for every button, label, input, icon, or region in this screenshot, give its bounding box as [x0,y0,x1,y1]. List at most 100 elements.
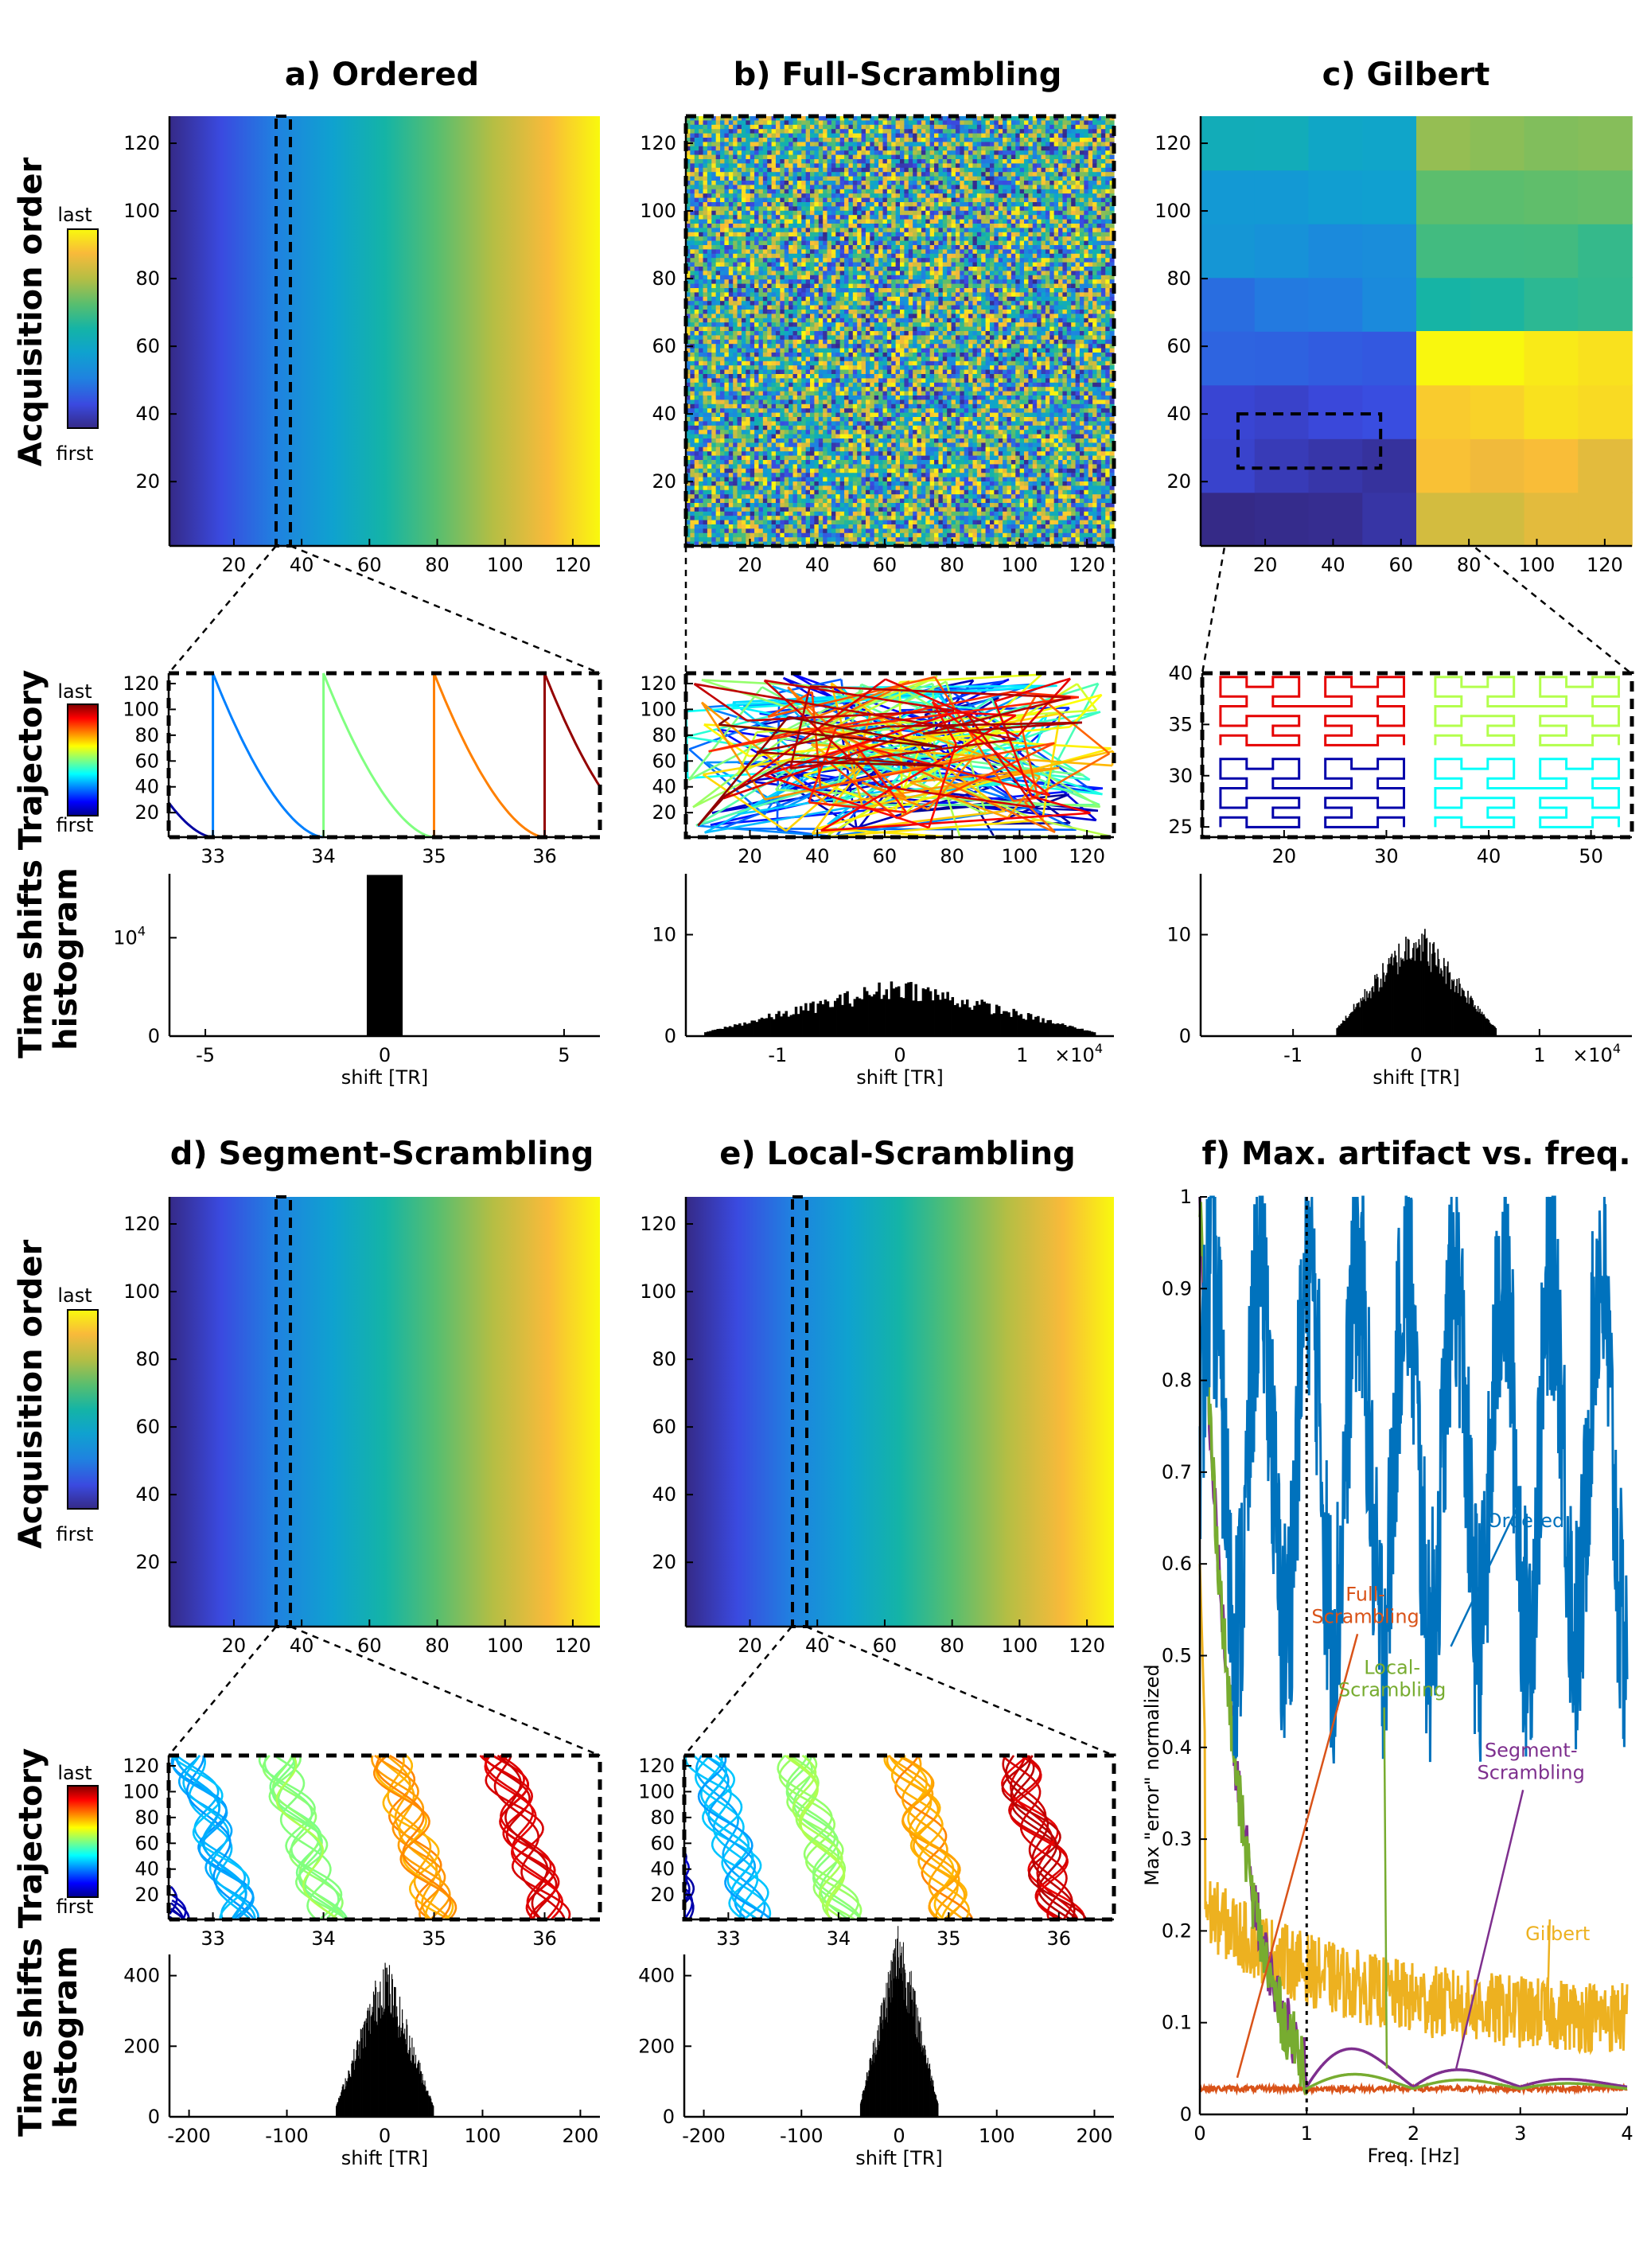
row-label-hist2-top: histogram [48,867,84,1050]
heatmap-cell [908,138,913,142]
heatmap-cell [848,228,854,233]
heatmap-cell [767,150,773,156]
heatmap-cell [981,181,987,185]
heatmap-cell [715,172,721,177]
heatmap-cell [801,202,807,207]
heatmap-cell [720,120,726,126]
heatmap-cell [1092,176,1098,181]
heatmap-cell [913,172,918,177]
heatmap-cell [1019,146,1025,151]
heatmap-cell [1037,292,1042,298]
heatmap-cell [989,275,995,280]
heatmap-cell [874,318,879,323]
heatmap-cell [1058,322,1064,328]
heatmap-cell [1100,146,1106,151]
heatmap-cell [1075,124,1081,130]
heatmap-cell [861,116,866,121]
heatmap-cell [724,142,730,147]
heatmap-cell [831,129,836,134]
heatmap-cell [762,189,768,194]
heatmap-cell [900,129,905,134]
heatmap-cell [835,189,841,194]
heatmap-cell [955,267,960,271]
heatmap-cell [823,232,828,237]
heatmap-cell [720,202,726,207]
heatmap-cell [857,232,862,237]
heatmap-cell [882,172,888,177]
heatmap-cell [1096,224,1102,228]
heatmap-cell [878,206,884,212]
heatmap-cell [994,185,999,190]
heatmap-cell [972,210,978,216]
heatmap-cell [767,301,773,306]
heatmap-cell [707,206,712,212]
heatmap-cell [746,305,751,310]
heatmap-cell [724,146,730,151]
heatmap-cell [904,146,909,151]
heatmap-cell [1066,288,1072,293]
heatmap-cell [844,271,850,276]
heatmap-cell [720,189,726,194]
heatmap-cell [746,181,751,185]
heatmap-cell [947,185,952,190]
heatmap-cell [715,181,721,185]
heatmap-cell [900,301,905,306]
heatmap-cell [1041,296,1046,302]
heatmap-cell [784,296,789,302]
heatmap-cell [805,215,811,220]
heatmap-cell [1041,271,1046,276]
heatmap-cell [1088,193,1093,199]
heatmap-cell [942,314,948,319]
heatmap-cell [1075,292,1081,298]
title-a: a) Ordered [285,57,479,93]
heatmap-cell [989,197,995,203]
heatmap-cell [835,116,841,121]
heatmap-cell [878,146,884,151]
heatmap-cell [951,172,956,177]
heatmap-cell [750,245,755,250]
heatmap-cell [917,271,922,276]
heatmap-cell [707,288,712,293]
heatmap-cell [1109,189,1115,194]
heatmap-cell [976,138,982,142]
heatmap-cell [900,154,905,160]
heatmap-cell [1053,245,1059,250]
heatmap-cell [1100,262,1106,267]
heatmap-cell [1015,116,1021,121]
heatmap-cell [792,305,798,310]
heatmap-cell [827,193,832,199]
heatmap-cell [972,240,978,246]
heatmap-cell [985,124,991,130]
heatmap-cell [865,142,870,147]
heatmap-cell [835,245,841,250]
heatmap-cell [934,228,940,233]
heatmap-cell [818,228,824,233]
heatmap-cell [1071,267,1077,271]
heatmap-cell [934,142,940,147]
heatmap-cell [746,322,751,328]
heatmap-cell [1084,202,1089,207]
heatmap-cell [1071,138,1077,142]
heatmap-cell [805,120,811,126]
heatmap-cell [741,236,746,242]
heatmap-cell [861,124,866,130]
heatmap-cell [796,215,802,220]
heatmap-cell [917,189,922,194]
heatmap-cell [1096,310,1102,314]
heatmap-cell [1019,288,1025,293]
heatmap-cell [865,146,870,151]
heatmap-cell [934,163,940,169]
heatmap-cell [758,245,764,250]
heatmap-cell [792,262,798,267]
heatmap-cell [917,253,922,259]
heatmap-cell [904,224,909,228]
heatmap-cell [848,159,854,164]
heatmap-cell [733,146,738,151]
heatmap-cell [792,167,798,173]
heatmap-cell [1075,197,1081,203]
heatmap-cell [827,240,832,246]
heatmap-cell [964,189,969,194]
heatmap-cell [801,240,807,246]
heatmap-cell [1019,262,1025,267]
heatmap-cell [835,150,841,156]
